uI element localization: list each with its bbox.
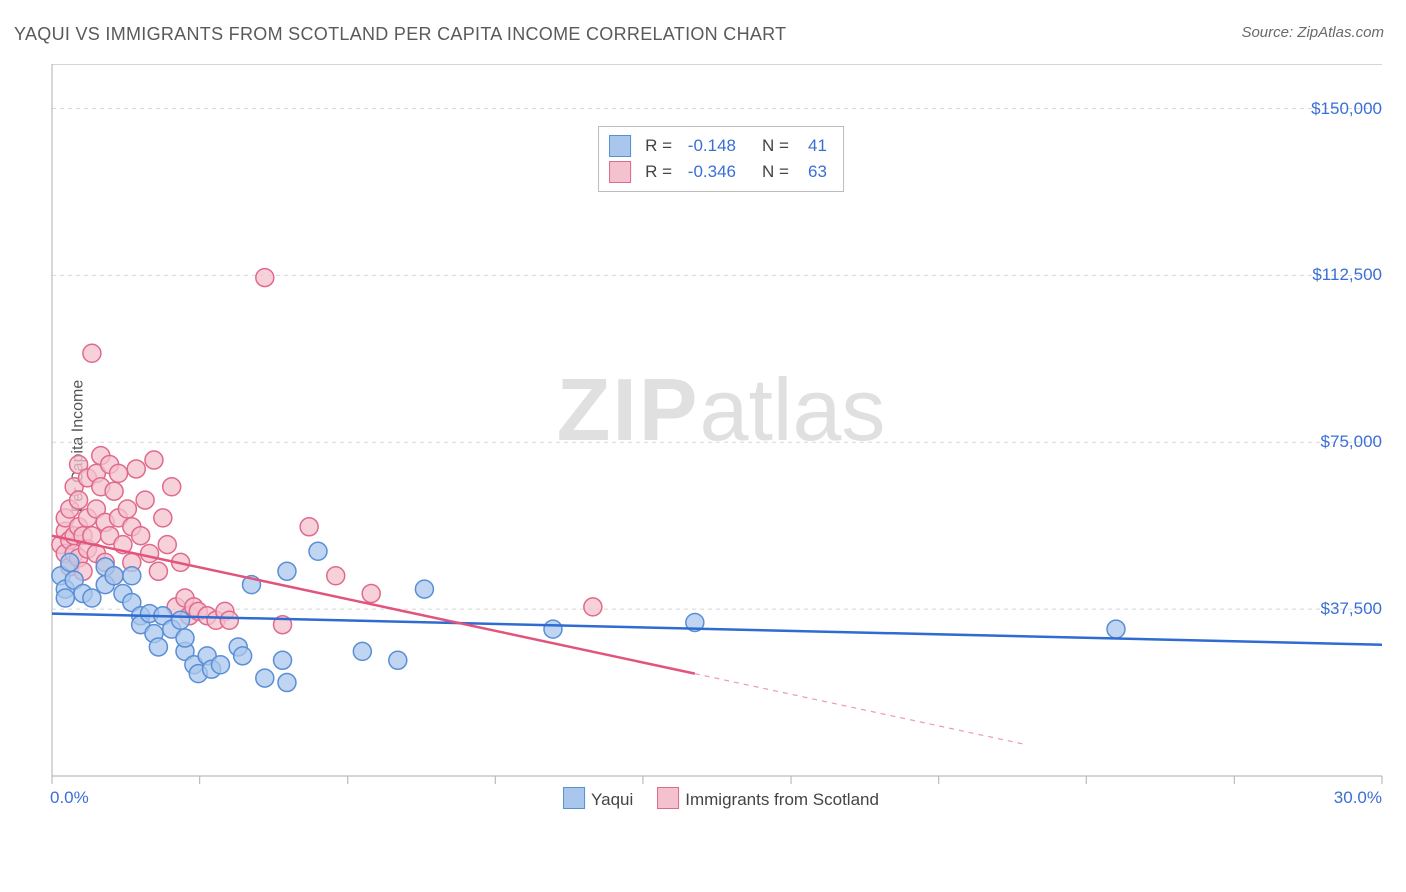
stats-r-label: R = <box>645 162 672 182</box>
legend-entry-pink: Immigrants from Scotland <box>657 787 879 810</box>
stats-legend-box: R = -0.148 N = 41 R = -0.346 N = 63 <box>598 126 844 192</box>
stats-row-blue: R = -0.148 N = 41 <box>609 133 827 159</box>
series-legend: Yaqui Immigrants from Scotland <box>563 787 879 810</box>
swatch-pink <box>609 161 631 183</box>
x-axis-right-label: 30.0% <box>1334 788 1382 808</box>
swatch-blue <box>609 135 631 157</box>
y-tick-label: $37,500 <box>1321 599 1382 619</box>
legend-label-blue: Yaqui <box>591 790 633 809</box>
chart-title: YAQUI VS IMMIGRANTS FROM SCOTLAND PER CA… <box>14 24 786 45</box>
stats-row-pink: R = -0.346 N = 63 <box>609 159 827 185</box>
legend-label-pink: Immigrants from Scotland <box>685 790 879 809</box>
y-tick-label: $75,000 <box>1321 432 1382 452</box>
stats-n-value-blue: 41 <box>797 136 827 156</box>
swatch-pink-icon <box>657 787 679 809</box>
source-attribution: Source: ZipAtlas.com <box>1241 24 1384 41</box>
stats-r-label: R = <box>645 136 672 156</box>
chart-area: ZIPatlas R = -0.148 N = 41 R = -0.346 N … <box>50 64 1392 816</box>
x-axis-left-label: 0.0% <box>50 788 89 808</box>
stats-r-value-pink: -0.346 <box>680 162 736 182</box>
swatch-blue-icon <box>563 787 585 809</box>
stats-n-label: N = <box>762 136 789 156</box>
y-tick-label: $150,000 <box>1311 99 1382 119</box>
stats-n-value-pink: 63 <box>797 162 827 182</box>
y-tick-label: $112,500 <box>1312 265 1382 285</box>
legend-entry-blue: Yaqui <box>563 787 633 810</box>
stats-n-label: N = <box>762 162 789 182</box>
stats-r-value-blue: -0.148 <box>680 136 736 156</box>
